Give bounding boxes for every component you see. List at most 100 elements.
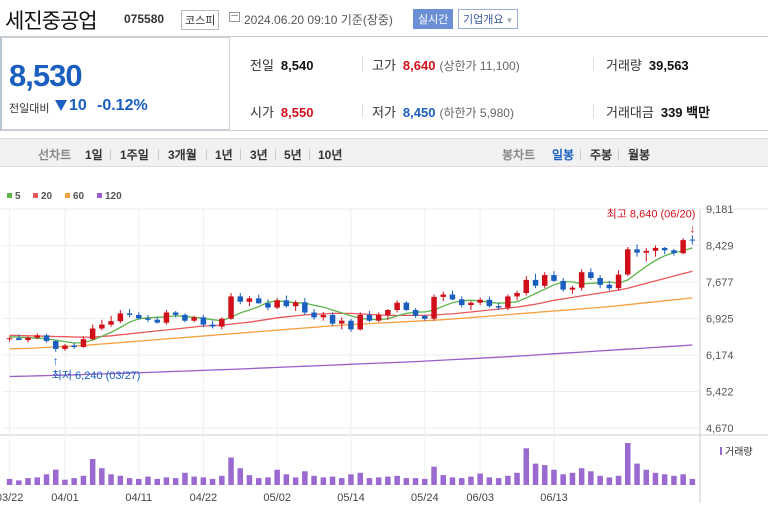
- tab-3m[interactable]: 3개월: [168, 148, 197, 162]
- candle-body: [412, 310, 419, 316]
- volume-bar: [191, 476, 197, 485]
- candle-body: [440, 294, 446, 297]
- candle-body: [320, 314, 327, 318]
- stock-code: 075580: [124, 12, 165, 26]
- volume-bar: [615, 475, 622, 485]
- min-arrow-icon: ↑: [53, 354, 59, 368]
- candle-body: [625, 249, 631, 275]
- candle-body: [154, 319, 160, 323]
- y-tick-label: 6,174: [706, 350, 734, 362]
- candle-body: [366, 314, 373, 321]
- candle-body: [136, 314, 142, 319]
- tab-daily[interactable]: 일봉: [552, 148, 575, 162]
- volume-bar: [403, 478, 410, 485]
- candle-body: [671, 250, 677, 254]
- realtime-button[interactable]: 실시간: [413, 9, 454, 29]
- current-price-box: 8,530 전일대비 10 -0.12%: [0, 37, 230, 130]
- volume-bar: [625, 443, 631, 485]
- candle-body: [339, 320, 345, 324]
- amount-cell: 거래대금 339 백만: [606, 102, 710, 121]
- lower-limit: (하한가 5,980): [439, 106, 514, 120]
- tab-weekly[interactable]: 주봉: [590, 148, 613, 162]
- volume-bar: [320, 477, 327, 485]
- volume-bar: [578, 468, 585, 485]
- tab-1d[interactable]: 1일: [85, 148, 103, 162]
- volume-bar: [182, 472, 188, 485]
- volume-bar: [99, 468, 105, 485]
- high-value: 8,640: [402, 58, 436, 73]
- divider: [362, 104, 363, 118]
- candle-body: [431, 296, 437, 319]
- volume-bar: [228, 457, 234, 485]
- volume-bar: [329, 476, 336, 485]
- min-price-annotation: 최저 6,240 (03/27): [52, 369, 141, 382]
- prev-close-label: 전일: [250, 58, 274, 73]
- candle-body: [16, 338, 22, 341]
- max-arrow-icon: ↓: [689, 221, 695, 235]
- volume-bar: [339, 478, 345, 485]
- volume-bar: [357, 472, 363, 485]
- volume-bar: [6, 478, 13, 485]
- tab-monthly[interactable]: 월봉: [628, 148, 651, 162]
- volume-bar: [468, 476, 474, 485]
- tab-5y[interactable]: 5년: [284, 148, 302, 162]
- candle-body: [292, 302, 299, 307]
- candle-body: [283, 300, 290, 307]
- price-chart: 5 20 60 120 9,181 8,429 7,677 6,925 6,174 5,422 4,…: [0, 191, 768, 504]
- candle-body: [71, 345, 77, 347]
- candle-body: [403, 302, 410, 310]
- x-tick-label: 06/03: [466, 492, 494, 504]
- company-info-button[interactable]: 기업개요 ▼: [458, 9, 519, 29]
- candle-body: [34, 335, 40, 338]
- volume-bar: [154, 478, 160, 485]
- tab-10y[interactable]: 10년: [318, 148, 343, 162]
- candle-body: [62, 345, 68, 349]
- candle-body: [228, 296, 234, 319]
- volume-bar: [172, 478, 179, 485]
- candle-body: [219, 318, 225, 327]
- divider: [593, 57, 594, 71]
- legend-swatch: [33, 193, 38, 198]
- candle-body: [523, 279, 529, 293]
- candle-body: [505, 296, 511, 308]
- volume-bar: [200, 477, 207, 485]
- candle-body: [652, 247, 659, 251]
- candle-body: [422, 315, 428, 319]
- divider: [206, 149, 207, 160]
- divider: [240, 149, 241, 160]
- volume-bar: [311, 475, 317, 485]
- candle-body: [578, 272, 585, 288]
- volume-bar: [588, 471, 594, 485]
- volume-bar: [532, 463, 539, 485]
- candle-body: [615, 274, 622, 289]
- candle-body: [43, 335, 50, 342]
- divider: [593, 104, 594, 118]
- open-value: 8,550: [280, 105, 314, 120]
- tab-1y[interactable]: 1년: [215, 148, 233, 162]
- volume-bar: [412, 478, 419, 485]
- x-tick-label: 05/02: [263, 492, 291, 504]
- tab-3y[interactable]: 3년: [250, 148, 268, 162]
- volume-label: 거래량: [606, 58, 642, 73]
- price-change: 10: [69, 97, 87, 114]
- divider: [362, 57, 363, 71]
- open-cell: 시가 8,550: [250, 102, 313, 121]
- candle-body: [357, 314, 363, 330]
- candle-body: [191, 317, 197, 321]
- volume-bar: [348, 474, 354, 485]
- legend-label-120: 120: [105, 191, 122, 202]
- ma120-line: [9, 344, 693, 378]
- candle-body: [209, 324, 216, 327]
- candle-body: [256, 298, 262, 304]
- candle-body: [329, 314, 336, 324]
- price-summary: 8,530 전일대비 10 -0.12% 전일 8,540 고가 8,640 (상한가…: [0, 36, 768, 131]
- volume-bar: [283, 474, 290, 485]
- legend-label-5: 5: [15, 191, 21, 202]
- volume-bar: [542, 465, 548, 485]
- volume-bar: [89, 459, 96, 485]
- tab-1w[interactable]: 1주일: [120, 148, 149, 162]
- candle-body: [459, 299, 465, 306]
- chart-tabs: 선차트 1일 1주일 3개월 1년 3년 5년 10년 봉차트 일봉 주봉 월봉: [0, 138, 768, 167]
- quote-time: 2024.06.20 09:10 기준(장중): [244, 13, 393, 27]
- candle-body: [689, 239, 696, 241]
